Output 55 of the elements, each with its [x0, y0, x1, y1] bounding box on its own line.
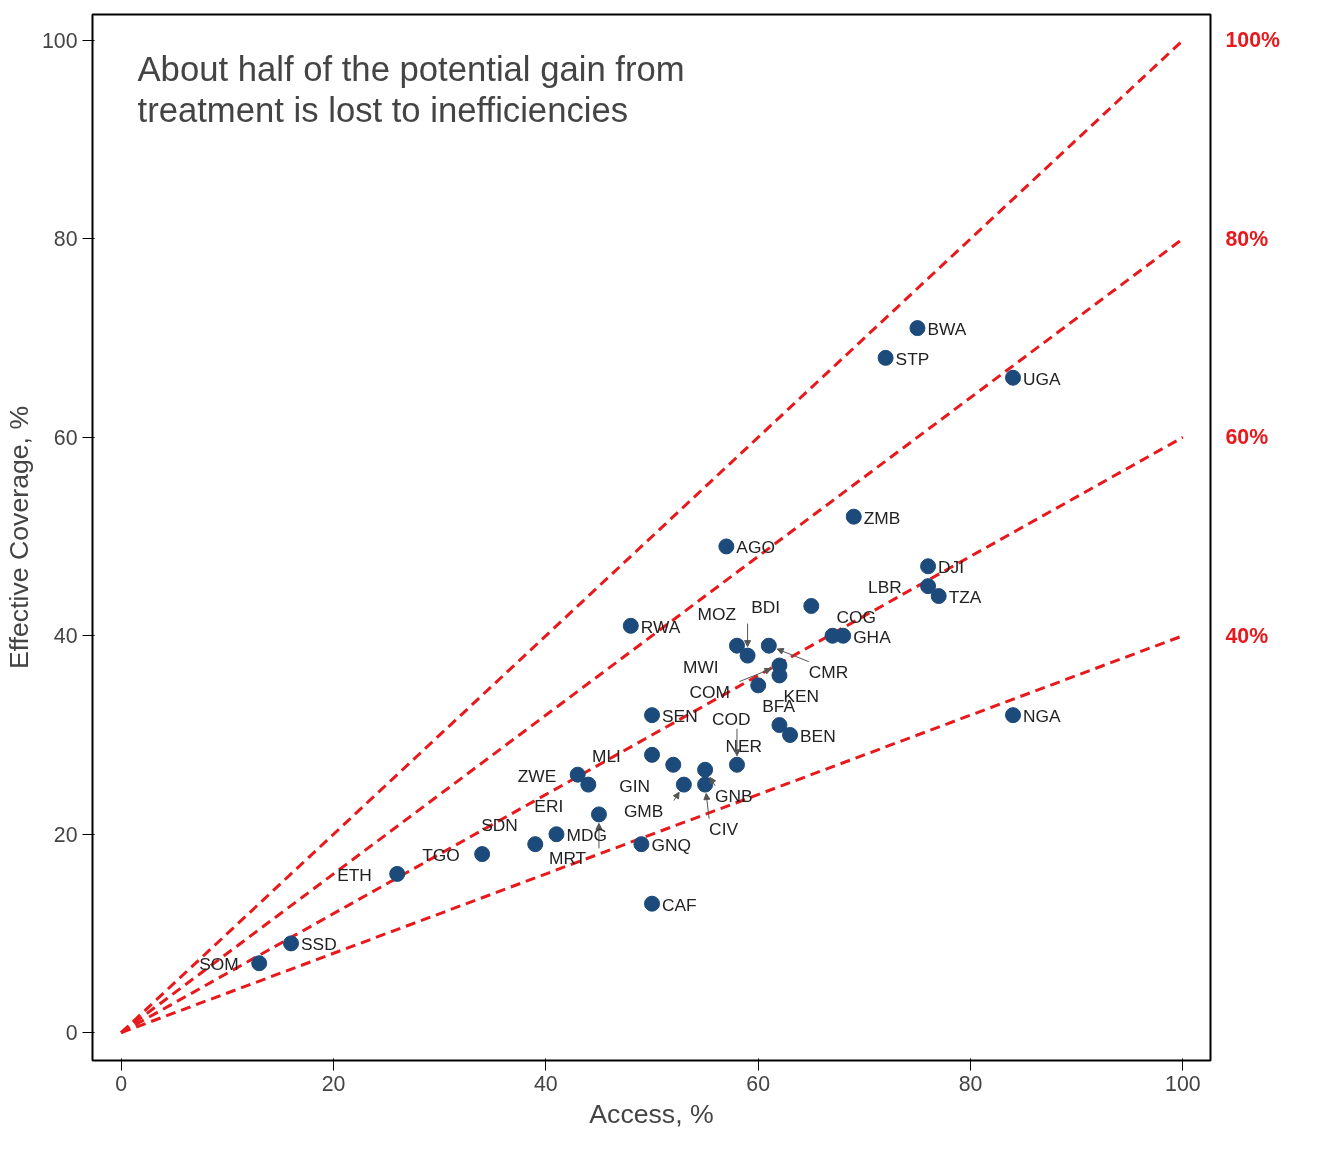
annotation: GNQ	[651, 835, 691, 856]
x-tick-label: 100	[1165, 1071, 1201, 1096]
y2-tick-label: 80%	[1225, 226, 1269, 251]
y-tick-label: 40	[53, 624, 78, 649]
annotation: SDN	[481, 815, 518, 836]
x-tick-label: 60	[746, 1071, 771, 1096]
y-tick-label: 80	[53, 227, 78, 252]
x-tick-label: 40	[534, 1071, 558, 1096]
annotation: BWA	[927, 319, 967, 340]
annotation: BEN	[800, 725, 836, 746]
y2-tick-label: 100%	[1225, 28, 1281, 53]
y2-tick-label: 60%	[1225, 425, 1269, 450]
annotation: RWA	[640, 616, 681, 637]
annotation: STP	[895, 348, 930, 369]
annotation: SEN	[662, 706, 698, 727]
annotation: ZMB	[863, 507, 901, 528]
annotation: TZA	[948, 587, 982, 608]
annotation: MLI	[592, 745, 621, 766]
x-axis-title: Access, %	[589, 1098, 714, 1129]
annotation: NER	[725, 736, 763, 757]
x-tick-label: 20	[321, 1071, 346, 1096]
annotation: COD	[711, 708, 751, 729]
annotation: CIV	[709, 818, 739, 839]
annotation: MWI	[682, 656, 719, 677]
annotation: ERI	[534, 795, 564, 816]
annotation: UGA	[1023, 368, 1062, 389]
y-tick-label: 60	[53, 425, 78, 450]
annotation: TGO	[422, 845, 460, 866]
y-tick-label: 0	[65, 1021, 78, 1046]
annotation: AGO	[736, 537, 775, 558]
annotation: GHA	[853, 626, 892, 647]
x-tick-label: 80	[958, 1071, 983, 1096]
y-tick-label: 100	[41, 28, 78, 53]
annotation: LBR	[868, 577, 902, 598]
annotation: GMB	[623, 800, 664, 821]
y2-tick-label: 40%	[1225, 623, 1269, 648]
annotation: SSD	[301, 934, 337, 955]
y-tick-label: 20	[53, 822, 78, 847]
annotation: CAF	[662, 894, 697, 915]
text: About half of the potential gain from treatment is lost to inefficiencies	[137, 49, 685, 130]
annotation: ZWE	[517, 765, 557, 786]
x-tick-label: 0	[115, 1071, 128, 1096]
annotation: DJI	[938, 557, 965, 578]
annotation: GIN	[619, 775, 651, 796]
annotation: MDG	[566, 825, 607, 846]
annotation: GNB	[715, 785, 753, 806]
y-axis-title: Effective Coverage, %	[3, 405, 34, 670]
annotation: ETH	[337, 864, 372, 885]
annotation: COM	[689, 681, 730, 702]
annotation: NGA	[1023, 706, 1062, 727]
annotation: CMR	[808, 661, 849, 682]
annotation: COG	[836, 606, 877, 627]
annotation: MOZ	[697, 603, 737, 624]
annotation: BDI	[751, 596, 781, 617]
annotation: MRT	[548, 848, 587, 869]
